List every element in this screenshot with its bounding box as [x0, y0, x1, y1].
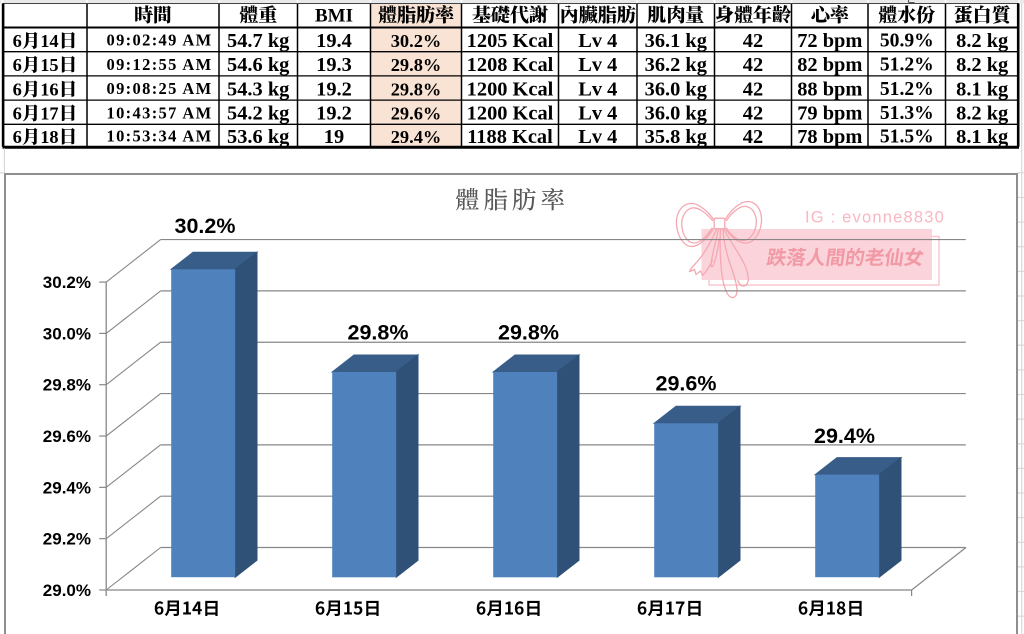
svg-text:IG : evonne8830: IG : evonne8830 [805, 209, 945, 227]
svg-text:29.6%: 29.6% [391, 104, 442, 124]
svg-text:30.2%: 30.2% [391, 31, 442, 51]
svg-text:6月15日: 6月15日 [315, 596, 381, 621]
svg-text:1205 Kcal: 1205 Kcal [467, 30, 554, 52]
svg-text:6月16日: 6月16日 [476, 596, 542, 621]
svg-text:35.8 kg: 35.8 kg [645, 126, 707, 148]
svg-text:29.8%: 29.8% [498, 321, 559, 345]
svg-text:6月18日: 6月18日 [13, 127, 77, 147]
svg-text:09:08:25 AM: 09:08:25 AM [106, 79, 212, 98]
svg-text:6月16日: 6月16日 [13, 79, 77, 99]
svg-text:時間: 時間 [134, 5, 172, 27]
svg-text:42: 42 [743, 103, 763, 125]
svg-text:19.2: 19.2 [316, 103, 352, 125]
svg-text:6月18日: 6月18日 [798, 596, 864, 621]
svg-text:29.6%: 29.6% [43, 427, 91, 446]
svg-text:29.6%: 29.6% [656, 372, 717, 396]
svg-text:29.8%: 29.8% [391, 79, 442, 99]
svg-text:42: 42 [743, 126, 763, 148]
svg-text:36.2 kg: 36.2 kg [645, 54, 707, 76]
svg-text:心率: 心率 [811, 5, 849, 27]
svg-text:肌肉量: 肌肉量 [647, 6, 704, 27]
svg-text:Lv 4: Lv 4 [578, 126, 617, 148]
svg-text:54.3 kg: 54.3 kg [227, 78, 289, 100]
svg-text:1200 Kcal: 1200 Kcal [467, 78, 554, 100]
svg-text:29.0%: 29.0% [43, 581, 91, 600]
svg-text:36.0 kg: 36.0 kg [645, 103, 707, 125]
svg-text:51.2%: 51.2% [880, 79, 934, 100]
svg-text:6月17日: 6月17日 [13, 104, 77, 124]
svg-text:29.2%: 29.2% [43, 530, 91, 549]
svg-text:54.7 kg: 54.7 kg [227, 30, 289, 52]
svg-text:53.6 kg: 53.6 kg [227, 126, 289, 148]
svg-text:基礎代謝: 基礎代謝 [472, 5, 548, 27]
svg-text:42: 42 [743, 30, 763, 52]
svg-text:19: 19 [324, 126, 344, 148]
svg-text:8.2 kg: 8.2 kg [956, 54, 1008, 76]
svg-text:19.3: 19.3 [316, 54, 352, 76]
svg-text:54.2 kg: 54.2 kg [227, 103, 289, 125]
svg-text:1208 Kcal: 1208 Kcal [467, 54, 554, 76]
svg-text:19.2: 19.2 [316, 78, 352, 100]
svg-text:54.6 kg: 54.6 kg [227, 54, 289, 76]
svg-text:29.4%: 29.4% [391, 127, 442, 147]
svg-text:體重: 體重 [239, 5, 277, 27]
svg-text:內臟脂肪: 內臟脂肪 [560, 5, 636, 27]
svg-text:29.8%: 29.8% [43, 376, 91, 395]
svg-text:Lv 4: Lv 4 [578, 30, 617, 52]
svg-text:體脂肪率: 體脂肪率 [378, 5, 454, 27]
svg-text:51.2%: 51.2% [880, 55, 934, 76]
svg-text:6月14日: 6月14日 [154, 596, 220, 621]
svg-text:79 bpm: 79 bpm [797, 103, 862, 125]
svg-text:Lv 4: Lv 4 [578, 54, 617, 76]
svg-text:30.2%: 30.2% [175, 214, 236, 238]
svg-text:30.0%: 30.0% [43, 324, 91, 343]
svg-text:8.1 kg: 8.1 kg [956, 78, 1008, 100]
svg-text:10:43:57 AM: 10:43:57 AM [106, 103, 212, 122]
svg-text:88 bpm: 88 bpm [797, 78, 862, 100]
svg-text:29.8%: 29.8% [391, 55, 442, 75]
svg-text:29.8%: 29.8% [348, 321, 409, 345]
svg-text:82 bpm: 82 bpm [797, 54, 862, 76]
svg-text:跌落人間的老仙女: 跌落人間的老仙女 [765, 242, 926, 271]
svg-text:Lv 4: Lv 4 [578, 103, 617, 125]
svg-text:6月15日: 6月15日 [13, 55, 77, 75]
svg-text:19.4: 19.4 [316, 30, 352, 52]
svg-text:8.2 kg: 8.2 kg [956, 30, 1008, 52]
svg-text:6月14日: 6月14日 [13, 31, 77, 51]
svg-text:42: 42 [743, 78, 763, 100]
svg-text:51.3%: 51.3% [880, 103, 934, 124]
svg-text:6月17日: 6月17日 [637, 596, 703, 621]
svg-text:78 bpm: 78 bpm [797, 126, 862, 148]
svg-text:1200 Kcal: 1200 Kcal [467, 103, 554, 125]
svg-text:36.1 kg: 36.1 kg [645, 30, 707, 52]
svg-text:09:12:55 AM: 09:12:55 AM [106, 55, 212, 74]
svg-text:1188 Kcal: 1188 Kcal [467, 126, 553, 148]
svg-text:09:02:49 AM: 09:02:49 AM [106, 31, 212, 50]
svg-text:10:53:34 AM: 10:53:34 AM [106, 127, 212, 146]
svg-text:體水份: 體水份 [878, 5, 935, 27]
svg-text:30.2%: 30.2% [43, 273, 91, 292]
svg-text:42: 42 [743, 54, 763, 76]
svg-text:8.1 kg: 8.1 kg [956, 126, 1008, 148]
svg-text:蛋白質: 蛋白質 [954, 5, 1011, 27]
svg-text:BMI: BMI [315, 6, 353, 27]
svg-text:8.2 kg: 8.2 kg [956, 103, 1008, 125]
svg-text:36.0 kg: 36.0 kg [645, 78, 707, 100]
svg-text:51.5%: 51.5% [880, 127, 934, 148]
svg-text:72 bpm: 72 bpm [797, 30, 862, 52]
svg-text:體脂肪率: 體脂肪率 [455, 182, 569, 217]
svg-text:身體年齡: 身體年齡 [715, 5, 791, 27]
svg-text:Lv 4: Lv 4 [578, 78, 617, 100]
svg-text:29.4%: 29.4% [814, 424, 875, 448]
svg-text:50.9%: 50.9% [880, 31, 934, 52]
svg-text:29.4%: 29.4% [43, 478, 91, 497]
